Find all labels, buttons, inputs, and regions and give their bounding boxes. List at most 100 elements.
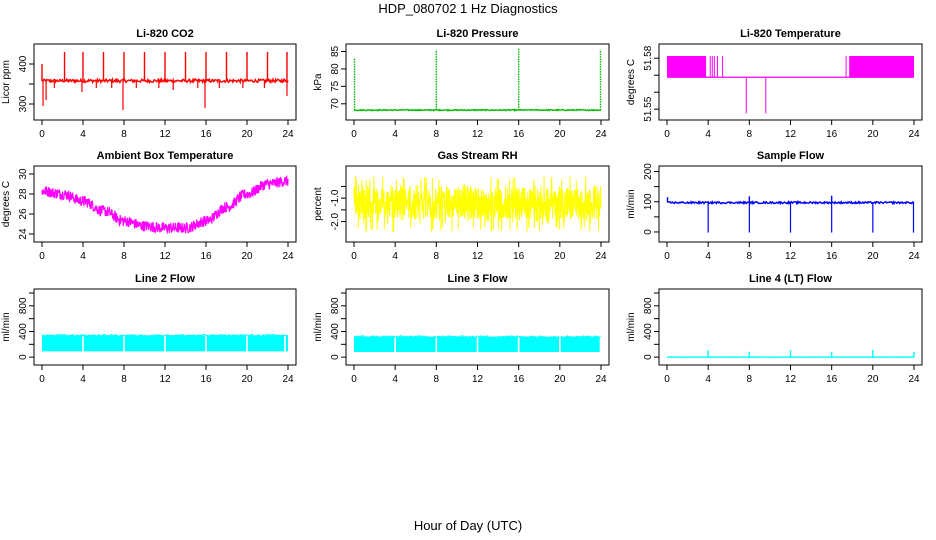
y-tick-label: 0: [643, 354, 654, 360]
series-band: [83, 335, 124, 352]
x-tick-label: 12: [472, 129, 484, 140]
x-tick-label: 12: [785, 374, 797, 385]
y-tick-label: 0: [330, 354, 341, 360]
x-tick-label: 0: [351, 129, 357, 140]
y-axis-label: ml/min: [626, 189, 637, 218]
x-tick-label: 20: [867, 129, 879, 140]
x-tick-label: 16: [513, 129, 525, 140]
x-tick-label: 0: [664, 129, 670, 140]
y-axis-label: percent: [313, 187, 324, 221]
data-series: [353, 48, 602, 112]
y-tick-label: 28: [18, 188, 29, 200]
x-tick-label: 4: [705, 374, 711, 385]
y-tick-label: 51.55: [643, 96, 654, 121]
y-tick-label: 300: [18, 95, 29, 112]
panel-2: Li-820 Temperature 0 4 8 12 16 20 24 51.55 51.58 d…: [626, 28, 923, 140]
data-series: [666, 350, 915, 359]
series-band: [560, 336, 600, 353]
y-tick-label: 200: [643, 163, 654, 180]
x-tick-label: 12: [472, 251, 484, 262]
series-band: [124, 335, 165, 352]
series-band: [285, 335, 288, 352]
y-tick-label: 0: [643, 229, 654, 235]
y-tick-label: 800: [18, 297, 29, 314]
series-band: [437, 336, 477, 353]
y-tick-label: 75: [330, 80, 341, 92]
series-band: [519, 336, 560, 353]
x-tick-label: 8: [121, 251, 127, 262]
data-series: [41, 52, 289, 110]
x-tick-label: 8: [434, 374, 440, 385]
y-axis-label: degrees C: [1, 181, 12, 227]
panel-title: Ambient Box Temperature: [97, 150, 234, 162]
series-line: [41, 333, 289, 338]
series-line: [41, 175, 289, 235]
x-tick-label: 24: [282, 251, 294, 262]
y-tick-label: 24: [18, 228, 29, 240]
data-series: [41, 175, 289, 235]
panel-4: Gas Stream RH 0 4 8 12 16 20 24 -2.0 -1.0 percent: [313, 150, 610, 262]
series-band: [354, 336, 395, 353]
x-tick-label: 12: [472, 374, 484, 385]
x-tick-label: 4: [392, 374, 398, 385]
x-tick-label: 8: [121, 374, 127, 385]
data-series: [353, 334, 602, 353]
x-tick-label: 20: [241, 129, 253, 140]
y-tick-label: 400: [18, 323, 29, 340]
x-tick-label: 24: [595, 374, 607, 385]
x-tick-label: 12: [159, 129, 171, 140]
y-tick-label: 51.58: [643, 45, 654, 70]
series-line: [353, 175, 602, 232]
y-tick-label: 800: [643, 297, 654, 314]
panel-3: Ambient Box Temperature 0 4 8 12 16 20 24 24 26 28…: [1, 150, 297, 262]
x-tick-label: 12: [159, 251, 171, 262]
figure-xlabel: Hour of Day (UTC): [413, 518, 523, 533]
y-tick-label: 800: [330, 297, 341, 314]
y-axis-label: ml/min: [313, 312, 324, 341]
series-band: [247, 335, 285, 352]
panel-title: Sample Flow: [757, 150, 825, 162]
x-tick-label: 24: [908, 129, 920, 140]
y-tick-label: 70: [330, 98, 341, 110]
panel-title: Line 4 (LT) Flow: [749, 273, 832, 285]
x-tick-label: 4: [392, 251, 398, 262]
panel-title: Line 3 Flow: [448, 273, 508, 285]
x-tick-label: 24: [908, 251, 920, 262]
panel-6: Line 2 Flow 0 4 8 12 16 20 24 0 400 800 ml/min: [1, 273, 297, 385]
y-tick-label: 400: [330, 323, 341, 340]
x-tick-label: 0: [351, 374, 357, 385]
series-band: [478, 336, 518, 353]
figure-title: HDP_080702 1 Hz Diagnostics: [378, 1, 558, 16]
x-tick-label: 12: [785, 251, 797, 262]
y-axis-label: degrees C: [626, 59, 637, 105]
x-tick-label: 24: [595, 129, 607, 140]
x-tick-label: 4: [80, 129, 86, 140]
panel-title: Li-820 CO2: [136, 28, 193, 40]
x-tick-label: 0: [351, 251, 357, 262]
data-series: [666, 195, 915, 233]
x-tick-label: 16: [513, 374, 525, 385]
series-band: [206, 335, 247, 352]
y-tick-label: 400: [643, 323, 654, 340]
x-tick-label: 8: [747, 251, 753, 262]
x-tick-label: 4: [80, 374, 86, 385]
x-tick-label: 16: [200, 129, 212, 140]
plot-frame: [345, 43, 610, 121]
x-tick-label: 4: [80, 251, 86, 262]
x-tick-label: 20: [554, 129, 566, 140]
series-band: [42, 335, 83, 352]
panel-5: Sample Flow 0 4 8 12 16 20 24 0 100 200 ml/min: [626, 150, 923, 262]
plot-frame: [33, 165, 297, 243]
x-tick-label: 12: [159, 374, 171, 385]
panel-0: Li-820 CO2 0 4 8 12 16 20 24 300 400 Licor ppm: [1, 28, 297, 140]
x-tick-label: 16: [513, 251, 525, 262]
x-tick-label: 8: [434, 251, 440, 262]
x-tick-label: 0: [39, 129, 45, 140]
series-line: [353, 334, 602, 339]
data-series: [667, 55, 914, 114]
x-tick-label: 20: [554, 251, 566, 262]
plot-frame: [658, 43, 923, 121]
x-tick-label: 16: [826, 374, 838, 385]
y-axis-label: ml/min: [626, 312, 637, 341]
